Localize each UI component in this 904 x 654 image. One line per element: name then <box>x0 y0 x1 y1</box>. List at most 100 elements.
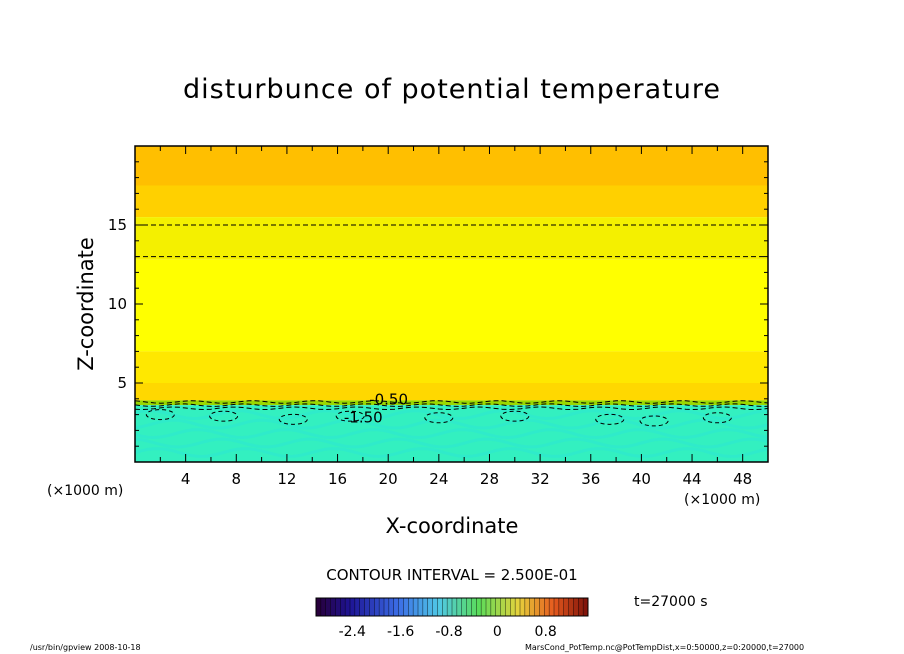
colorbar-cell <box>490 598 497 616</box>
x-axis-label: X-coordinate <box>385 514 519 538</box>
y-tick-label: 15 <box>108 216 127 234</box>
colorbar-cell <box>456 598 463 616</box>
colorbar-cell <box>549 598 555 616</box>
colorbar-cell <box>520 598 526 616</box>
shading-band-0 <box>135 146 768 186</box>
colorbar-cell <box>403 598 409 616</box>
colorbar-cell <box>442 598 448 616</box>
colorbar-cell <box>413 598 419 616</box>
colorbar-cell <box>481 598 487 616</box>
x-tick-label: 24 <box>429 470 448 488</box>
contour-line-4 <box>134 406 769 411</box>
colorbar-cell <box>471 598 477 616</box>
colorbar-tick-label: -0.8 <box>435 624 462 640</box>
contour-label-0: -0.50 <box>369 390 408 408</box>
colorbar-cell <box>500 598 506 616</box>
x-tick-label: 36 <box>581 470 600 488</box>
colorbar-cell <box>554 598 560 616</box>
colorbar-cell <box>539 598 545 616</box>
colorbar-cell <box>422 598 429 616</box>
colorbar-cell <box>350 598 356 616</box>
contour-loop-0 <box>145 409 175 421</box>
colorbar-cell <box>408 598 414 616</box>
texture-line-2 <box>134 428 769 440</box>
colorbar-cell <box>388 598 395 616</box>
footer-right: MarsCond_PotTemp.nc@PotTempDist,x=0:5000… <box>525 643 805 652</box>
colorbar-cell <box>568 598 574 616</box>
x-axis-unit-left: (×1000 m) <box>47 483 124 499</box>
colorbar-cell <box>418 598 424 616</box>
contour-loop-5 <box>500 410 530 422</box>
colorbar-cell <box>335 598 341 616</box>
colorbar-cell <box>340 598 346 616</box>
contour-loop-1 <box>209 410 239 422</box>
colorbar-cell <box>437 598 443 616</box>
y-tick-label: 5 <box>117 374 127 392</box>
x-tick-label: 20 <box>379 470 398 488</box>
contour-line-2 <box>134 400 769 404</box>
colorbar-cell <box>524 598 531 616</box>
colorbar-cell <box>330 598 336 616</box>
contour-loop-7 <box>639 415 669 427</box>
colorbar-cell <box>325 598 331 616</box>
colorbar-cell <box>515 598 521 616</box>
x-tick-label: 48 <box>733 470 752 488</box>
x-tick-label: 12 <box>277 470 296 488</box>
colorbar-cell <box>529 598 535 616</box>
colorbar-frame <box>315 597 589 617</box>
colorbar-cell <box>384 598 390 616</box>
colorbar-cell <box>354 598 361 616</box>
colorbar-tick-label: -1.6 <box>387 624 414 640</box>
colorbar-cell <box>505 598 511 616</box>
texture-line-1 <box>134 437 769 449</box>
contour-loop-6 <box>595 413 625 425</box>
x-axis-unit-right: (×1000 m) <box>684 492 761 508</box>
colorbar-cell <box>544 598 550 616</box>
colorbar-cell <box>534 598 540 616</box>
colorbar-cell <box>364 598 370 616</box>
x-tick-label: 44 <box>682 470 701 488</box>
shading-band-1 <box>135 185 768 218</box>
contour-label-1: -1.50 <box>344 409 383 427</box>
texture-line-4 <box>134 409 769 421</box>
colorbar-cell <box>398 598 404 616</box>
time-label: t=27000 s <box>634 594 708 610</box>
x-tick-label: 4 <box>181 470 191 488</box>
colorbar-cell <box>374 598 380 616</box>
colorbar-cell <box>320 598 327 616</box>
contour-loop-3 <box>335 410 365 422</box>
colorbar-cell <box>369 598 375 616</box>
contour-loop-4 <box>424 412 454 424</box>
colorbar-cell <box>345 598 351 616</box>
x-tick-label: 8 <box>232 470 242 488</box>
colorbar-cell <box>476 598 482 616</box>
colorbar-cell <box>563 598 569 616</box>
colorbar-cell <box>447 598 453 616</box>
shading-band-3 <box>135 259 768 352</box>
colorbar-tick-label: -2.4 <box>339 624 366 640</box>
colorbar-cell <box>495 598 501 616</box>
colorbar-tick-label: 0.8 <box>535 624 557 640</box>
colorbar-tick-label: 0 <box>493 624 502 640</box>
shading-band-2 <box>135 217 768 260</box>
shading-band-4 <box>135 351 768 383</box>
colorbar-cell <box>393 598 399 616</box>
colorbar-cell <box>452 598 458 616</box>
footer-left: /usr/bin/gpview 2008-10-18 <box>30 643 141 652</box>
contour-line-3 <box>134 403 769 407</box>
x-tick-label: 28 <box>480 470 499 488</box>
colorbar-cell <box>379 598 385 616</box>
colorbar-cell <box>558 598 565 616</box>
x-tick-label: 16 <box>328 470 347 488</box>
colorbar-cell <box>316 598 322 616</box>
shading-band-5 <box>135 383 768 401</box>
shading-band-6 <box>135 400 768 406</box>
contour-loop-2 <box>278 413 308 425</box>
x-tick-label: 40 <box>632 470 651 488</box>
texture-line-3 <box>134 418 769 430</box>
colorbar-cell <box>466 598 472 616</box>
colorbar-cell <box>486 598 492 616</box>
x-tick-label: 32 <box>531 470 550 488</box>
contour-loop-8 <box>702 412 732 424</box>
